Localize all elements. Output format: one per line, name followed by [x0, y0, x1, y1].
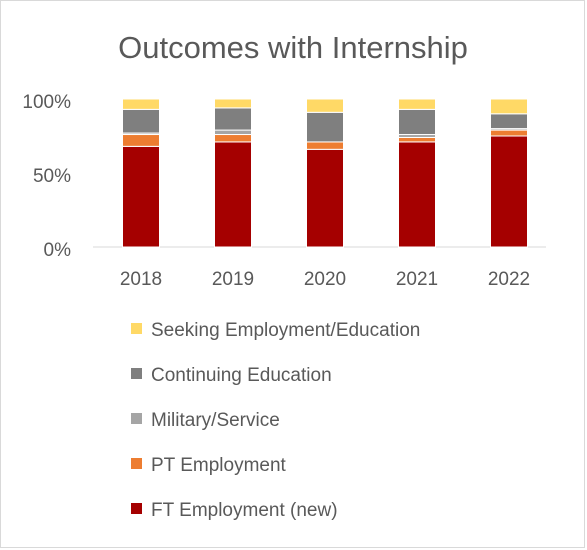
legend: Seeking Employment/Education Continuing E… [131, 320, 420, 521]
bar-segment-2019-3 [214, 107, 252, 131]
x-tick-label-2021: 2021 [396, 269, 438, 290]
chart-title: Outcomes with Internship [118, 30, 468, 65]
bar-segment-2021-0 [398, 141, 436, 248]
bar-segment-2018-0 [122, 145, 160, 248]
y-tick-label-50: 50% [33, 166, 71, 187]
legend-label-4: FT Employment (new) [151, 500, 338, 521]
x-tick-label-2022: 2022 [488, 269, 530, 290]
bar-segment-2020-1 [306, 141, 344, 150]
y-tick-label-100: 100% [22, 92, 71, 113]
bar-segment-2019-0 [214, 141, 252, 248]
bar-segment-2019-4 [214, 98, 252, 109]
x-tick-labels: 2018 2019 2020 2021 2022 [120, 269, 530, 290]
legend-swatch-0 [131, 323, 142, 334]
bar-segment-2018-3 [122, 108, 160, 134]
bar-segment-2021-4 [398, 98, 436, 110]
x-tick-label-2020: 2020 [304, 269, 346, 290]
x-tick-label-2018: 2018 [120, 269, 162, 290]
legend-swatch-4 [131, 503, 142, 514]
legend-swatch-1 [131, 368, 142, 379]
bar-segment-2018-1 [122, 134, 160, 147]
x-tick-label-2019: 2019 [212, 269, 254, 290]
legend-swatch-2 [131, 413, 142, 424]
legend-label-2: Military/Service [151, 410, 280, 431]
bar-segment-2019-1 [214, 134, 252, 143]
bar-segment-2021-3 [398, 108, 436, 136]
legend-label-1: Continuing Education [151, 365, 332, 386]
bar-segment-2020-3 [306, 111, 344, 143]
legend-swatch-3 [131, 458, 142, 469]
y-tick-label-0: 0% [44, 240, 72, 261]
bar-segment-2022-1 [490, 129, 528, 137]
bar-segment-2019-2 [214, 129, 252, 136]
bar-segment-2022-3 [490, 113, 528, 130]
legend-label-3: PT Employment [151, 455, 287, 476]
bar-segment-2020-4 [306, 98, 344, 113]
legend-label-0: Seeking Employment/Education [151, 320, 420, 341]
bar-segment-2021-1 [398, 136, 436, 143]
bars-layer [122, 98, 528, 248]
bar-segment-2022-4 [490, 98, 528, 115]
bar-segment-2022-0 [490, 135, 528, 248]
bar-segment-2020-0 [306, 148, 344, 248]
bar-segment-2018-4 [122, 98, 160, 110]
